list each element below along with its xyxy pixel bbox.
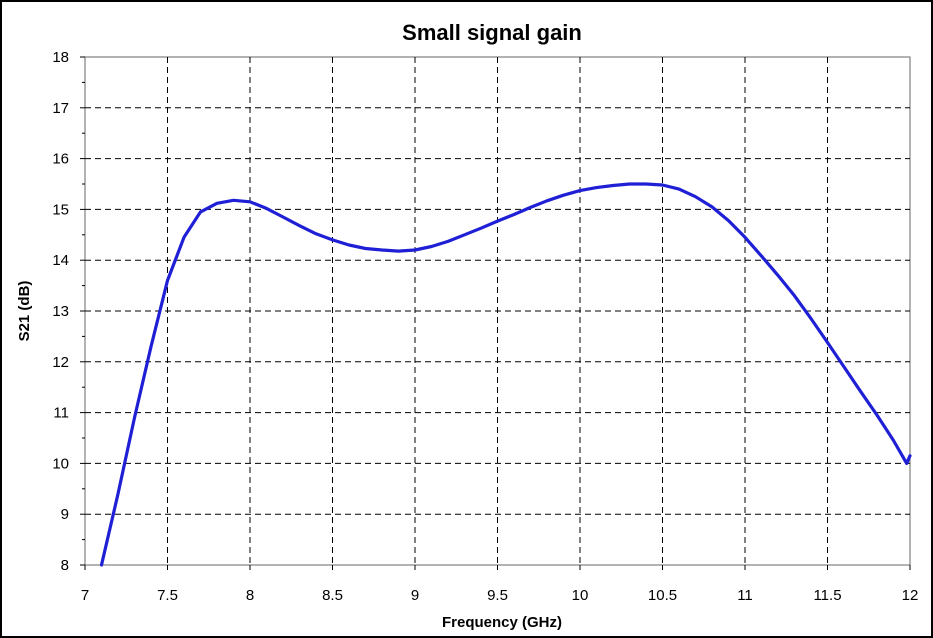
x-tick-label: 8	[246, 587, 254, 604]
x-tick-label: 10	[572, 587, 589, 604]
x-tick-label: 7.5	[157, 587, 178, 604]
y-tick-label: 9	[61, 506, 69, 523]
x-tick-label: 10.5	[648, 587, 677, 604]
y-tick-label: 17	[52, 100, 69, 117]
y-tick-label: 12	[52, 354, 69, 371]
x-tick-label: 9.5	[487, 587, 508, 604]
x-axis-tick-labels: 7 7.5 8 8.5 9 9.5 10 10.5 11 11.5 12	[81, 587, 919, 604]
x-tick-label: 9	[411, 587, 419, 604]
y-tick-label: 11	[53, 405, 69, 422]
chart-title: Small signal gain	[402, 20, 582, 45]
tick-marks	[80, 56, 911, 570]
y-tick-label: 16	[52, 151, 69, 168]
gain-series-line	[99, 182, 912, 567]
x-tick-label: 7	[81, 587, 89, 604]
y-tick-label: 13	[52, 303, 69, 320]
grid-lines	[85, 57, 910, 565]
y-tick-label: 18	[52, 49, 69, 66]
y-axis-tick-labels: 8 9 10 11 12 13 14 15 16 17 18	[52, 49, 69, 574]
x-tick-label: 11.5	[813, 587, 841, 604]
y-tick-label: 10	[52, 455, 69, 472]
x-tick-label: 11	[737, 587, 753, 604]
x-tick-label: 8.5	[322, 587, 343, 604]
series-layer	[99, 182, 912, 567]
y-axis-label: S21 (dB)	[16, 281, 33, 342]
x-axis-label: Frequency (GHz)	[442, 614, 562, 631]
y-tick-label: 14	[52, 252, 69, 269]
x-tick-label: 12	[902, 587, 919, 604]
y-tick-label: 15	[52, 201, 69, 218]
y-tick-label: 8	[61, 557, 69, 574]
